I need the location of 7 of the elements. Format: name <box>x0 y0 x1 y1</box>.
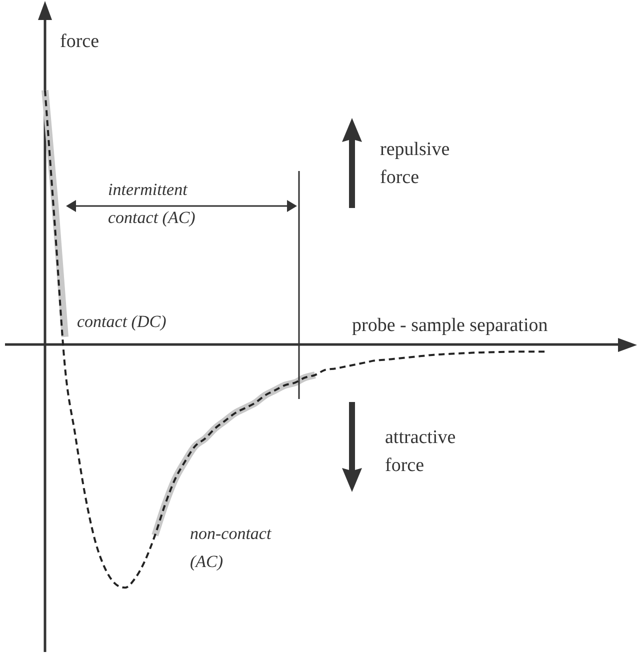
annotation: contact (DC) <box>77 311 166 333</box>
annotation: non-contact (AC) <box>190 523 272 573</box>
annotation: intermittent contact (AC) <box>108 179 196 229</box>
annotation: repulsive force <box>380 138 450 190</box>
annotation: attractive force <box>385 426 456 478</box>
y-axis-title: force <box>60 30 100 54</box>
x-axis-title: probe - sample separation <box>352 314 548 338</box>
